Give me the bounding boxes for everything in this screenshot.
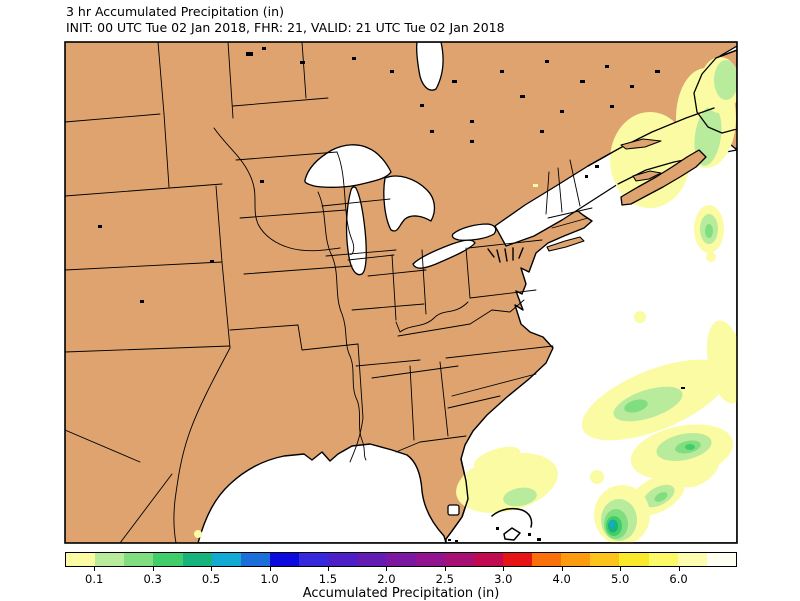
colorbar-segment — [706, 553, 736, 566]
colorbar-tick-label: 0.1 — [85, 572, 104, 586]
long-island — [546, 236, 585, 252]
colorbar-tickmark — [503, 567, 505, 571]
lake-ontario — [451, 223, 497, 241]
colorbar-tickmark — [211, 567, 213, 571]
colorbar-segment — [677, 553, 707, 566]
map-frame — [64, 41, 738, 544]
prince-edward-island — [632, 170, 662, 182]
colorbar-segment — [211, 553, 241, 566]
colorbar-segment — [619, 553, 649, 566]
colorbar-tickmark — [561, 567, 563, 571]
colorbar-tick-label: 4.0 — [552, 572, 571, 586]
colorbar-segment — [66, 553, 96, 566]
nova-scotia — [620, 149, 707, 206]
colorbar-tick-label: 2.0 — [377, 572, 396, 586]
colorbar-segment — [590, 553, 620, 566]
james-bay — [415, 42, 444, 91]
precip-contours — [194, 57, 737, 543]
gulf-of-mexico — [197, 443, 447, 543]
title-block: 3 hr Accumulated Precipitation (in) INIT… — [66, 4, 505, 36]
chart-subtitle: INIT: 00 UTC Tue 02 Jan 2018, FHR: 21, V… — [66, 20, 505, 35]
colorbar-segment — [648, 553, 678, 566]
colorbar-tickmark — [152, 567, 154, 571]
chart-title: 3 hr Accumulated Precipitation (in) — [66, 4, 284, 19]
colorbar-segment — [328, 553, 358, 566]
colorbar-tickmark — [620, 567, 622, 571]
colorbar-segment — [473, 553, 503, 566]
colorbar-segment — [95, 553, 125, 566]
colorbar-segment — [299, 553, 329, 566]
colorbar-tickmark — [269, 567, 271, 571]
colorbar-segment — [269, 553, 299, 566]
colorbar: 0.1 0.3 0.5 1.0 1.5 2.0 2.5 3.0 4.0 5.0 6.0 Accumu… — [65, 552, 737, 601]
state-borders — [65, 42, 593, 543]
colorbar-tick-label: 6.0 — [669, 572, 688, 586]
colorbar-tick-label: 0.3 — [143, 572, 162, 586]
bahamas — [491, 507, 533, 541]
small-lakes — [98, 47, 660, 303]
colorbar-tick-label: 5.0 — [610, 572, 630, 586]
colorbar-segment — [444, 553, 474, 566]
colorbar-axis-label: Accumulated Precipitation (in) — [302, 586, 500, 601]
colorbar-tick-label: 3.0 — [494, 572, 513, 586]
colorbar-segment — [415, 553, 445, 566]
florida-east-coast-outline — [445, 458, 469, 540]
great-lakes — [304, 144, 497, 516]
colorbar-tickmark — [678, 567, 680, 571]
colorbar-tickmark — [444, 567, 446, 571]
lake-okeechobee — [447, 504, 460, 516]
colorbar-tick-label: 2.5 — [435, 572, 454, 586]
island-specks — [448, 387, 685, 542]
colorbar-segment — [124, 553, 154, 566]
colorbar-tick-label: 1.5 — [318, 572, 338, 586]
colorbar-segment — [240, 553, 270, 566]
finger-lakes — [487, 247, 524, 263]
colorbar-tick-label: 1.0 — [260, 572, 279, 586]
colorbar-segment — [532, 553, 562, 566]
lake-erie — [412, 239, 476, 269]
anticosti-island — [620, 138, 662, 150]
lake-huron — [383, 175, 436, 232]
colorbar-segment — [153, 553, 183, 566]
newfoundland-outline — [693, 49, 737, 134]
colorbar-segment — [502, 553, 532, 566]
colorbar-segment — [182, 553, 212, 566]
colorbar-tick-label: 0.5 — [201, 572, 221, 586]
colorbar-tickmark — [327, 567, 329, 571]
colorbar-segment — [561, 553, 591, 566]
colorbar-segment — [357, 553, 387, 566]
lake-superior — [304, 144, 392, 188]
colorbar-tickmark — [94, 567, 96, 571]
colorbar-tickmark — [386, 567, 388, 571]
colorbar-strip — [65, 552, 737, 567]
colorbar-segment — [386, 553, 416, 566]
